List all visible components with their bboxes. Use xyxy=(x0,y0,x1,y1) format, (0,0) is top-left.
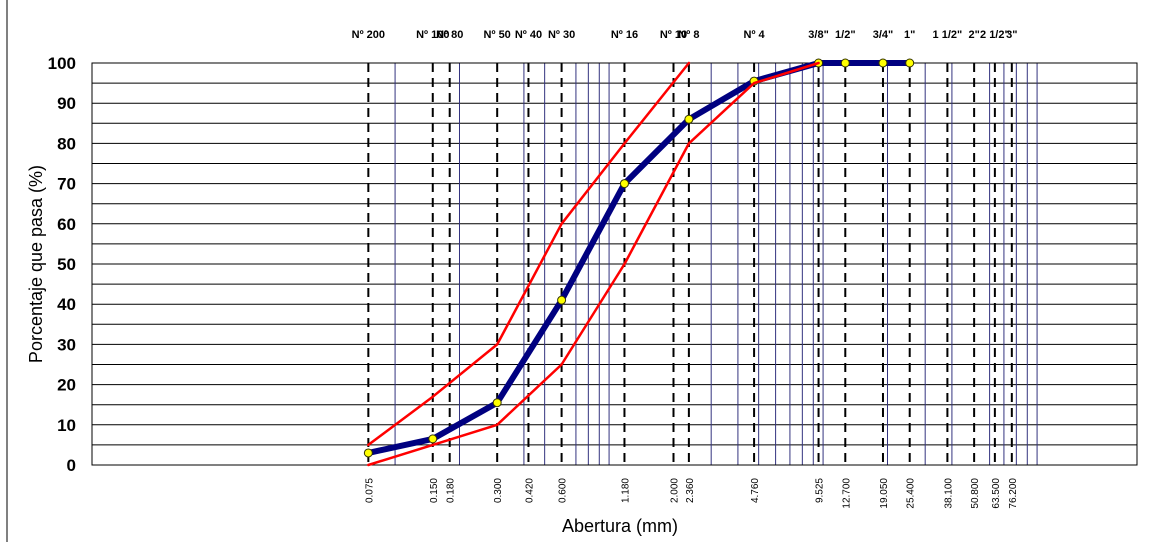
y-tick-label: 90 xyxy=(57,94,76,113)
y-tick-label: 40 xyxy=(57,295,76,314)
y-tick-label: 10 xyxy=(57,416,76,435)
x-tick-label: 9.525 xyxy=(815,478,826,503)
x-tick-label: 12.700 xyxy=(841,478,852,509)
x-tick-label: 76.200 xyxy=(1008,478,1019,509)
sieve-label: Nº 100 xyxy=(416,29,449,41)
data-point xyxy=(428,434,438,444)
sieve-label: Nº 200 xyxy=(352,29,385,41)
sieve-label: 3/8" xyxy=(808,29,829,41)
sieve-label: 2" xyxy=(968,29,979,41)
y-tick-label: 0 xyxy=(67,456,76,475)
sieve-label: 2 1/2" xyxy=(980,29,1010,41)
y-tick-label: 30 xyxy=(57,335,76,354)
series-layer xyxy=(363,58,915,467)
sieve-label: Nº 16 xyxy=(611,29,638,41)
sieve-label: Nº 4 xyxy=(744,29,766,41)
sieve-labels: 3"2 1/2"2"1 1/2"1"3/4"1/2"3/8"Nº 4Nº 8Nº… xyxy=(352,29,1018,41)
data-point xyxy=(619,179,629,189)
sieve-label: Nº 30 xyxy=(548,29,575,41)
y-tick-label: 80 xyxy=(57,134,76,153)
x-tick-label: 0.300 xyxy=(493,478,504,503)
limit-curve-1 xyxy=(367,61,820,467)
limit-curve-2 xyxy=(367,61,691,447)
data-point xyxy=(363,448,373,458)
sieve-label: 3" xyxy=(1006,29,1017,41)
x-tick-label: 0.180 xyxy=(446,478,457,503)
plot-frame xyxy=(91,62,1138,466)
sieve-label: 1" xyxy=(904,29,915,41)
y-axis-label: Porcentaje que pasa (%) xyxy=(26,165,46,363)
minor-vertical-grid xyxy=(394,63,1038,465)
data-point xyxy=(905,58,915,68)
x-tick-label: 25.400 xyxy=(906,478,917,509)
sieve-label: 1 1/2" xyxy=(933,29,963,41)
data-point xyxy=(557,295,567,305)
x-tick-labels: 76.200 63.500 50.800 38.100 25.400 19.050 12.7… xyxy=(364,478,1018,509)
y-tick-label: 20 xyxy=(57,376,76,395)
y-tick-label: 60 xyxy=(57,215,76,234)
x-tick-label: 63.500 xyxy=(991,478,1002,509)
y-tick-label: 70 xyxy=(57,175,76,194)
x-tick-label: 0.150 xyxy=(429,478,440,503)
sieve-label: Nº 50 xyxy=(484,29,511,41)
x-tick-label: 0.420 xyxy=(524,478,535,503)
data-point xyxy=(878,58,888,68)
x-tick-label: 0.075 xyxy=(364,478,375,503)
y-tick-label: 100 xyxy=(48,54,76,73)
x-tick-label: 2.360 xyxy=(685,478,696,503)
y-tick-label: 50 xyxy=(57,255,76,274)
data-point xyxy=(684,114,694,124)
horizontal-grid xyxy=(92,62,1137,466)
sieve-lines xyxy=(367,63,1013,465)
sieve-label: Nº 8 xyxy=(678,29,699,41)
x-axis-label: Abertura (mm) xyxy=(562,516,678,536)
x-tick-label: 38.100 xyxy=(943,478,954,509)
x-tick-label: 50.800 xyxy=(970,478,981,509)
y-ticks: 0 10 20 30 40 50 60 70 80 90 100 xyxy=(48,54,76,475)
x-tick-label: 0.600 xyxy=(558,478,569,503)
data-point xyxy=(492,398,502,408)
x-tick-label: 2.000 xyxy=(669,478,680,503)
x-tick-label: 4.760 xyxy=(750,478,761,503)
sieve-label: Nº 40 xyxy=(515,29,542,41)
x-tick-label: 1.180 xyxy=(620,478,631,503)
data-point xyxy=(840,58,850,68)
sieve-label: Nº 80 xyxy=(436,29,463,41)
x-tick-label: 19.050 xyxy=(879,478,890,509)
sieve-label: 1/2" xyxy=(835,29,856,41)
sieve-label: 3/4" xyxy=(873,29,894,41)
sieve-label: Nº 10 xyxy=(660,29,687,41)
